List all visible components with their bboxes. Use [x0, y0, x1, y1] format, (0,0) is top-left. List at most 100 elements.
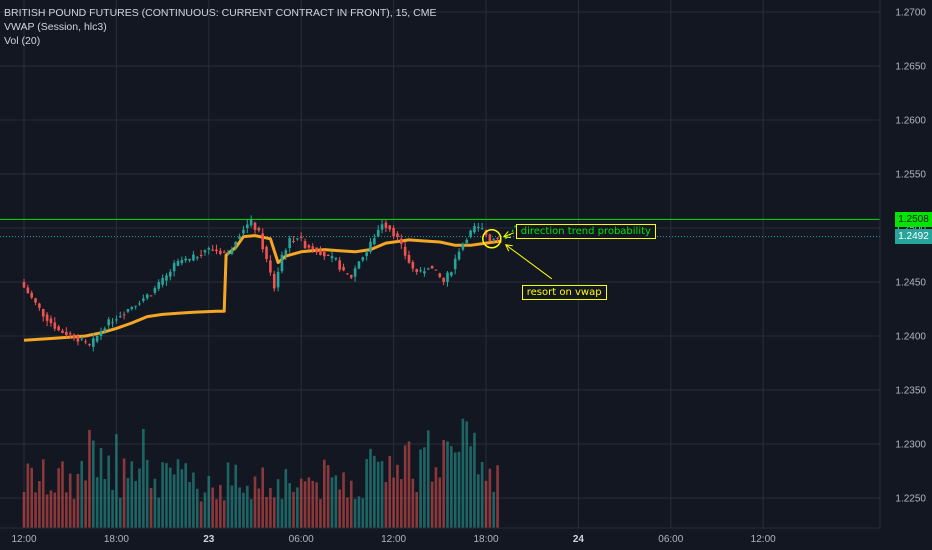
candle: [199, 249, 203, 259]
volume-bar: [426, 430, 430, 528]
candle: [407, 250, 411, 264]
candle: [496, 237, 499, 243]
candle-body: [426, 268, 430, 270]
candle-body: [80, 338, 84, 340]
volume-bar: [357, 496, 361, 528]
candle: [319, 246, 322, 256]
volume-bar: [288, 483, 291, 528]
candle-body: [403, 246, 407, 256]
candle: [446, 270, 449, 287]
volume-bar: [126, 478, 130, 528]
candle-body: [303, 240, 307, 249]
volume-bar: [172, 474, 176, 528]
candle: [80, 336, 84, 342]
candle-body: [188, 258, 191, 261]
candle-body: [473, 225, 476, 233]
volume-bar: [215, 499, 218, 528]
candle-body: [76, 336, 80, 342]
candle: [142, 294, 145, 303]
candle: [349, 274, 353, 280]
candle-body: [65, 331, 68, 335]
volume-bar: [296, 487, 299, 528]
candle: [249, 215, 253, 228]
candle-body: [130, 307, 134, 309]
candle-body: [122, 314, 126, 316]
volume-bar: [134, 480, 137, 528]
candle: [292, 236, 295, 244]
candle: [65, 327, 68, 338]
candle-body: [299, 236, 303, 238]
candle: [222, 249, 226, 253]
time-tick-label: 12:00: [751, 534, 776, 545]
volume-bar: [384, 482, 388, 528]
candle-body: [492, 238, 495, 240]
time-tick-label: 06:00: [658, 534, 683, 545]
candle: [330, 251, 334, 263]
candle-body: [207, 248, 211, 250]
chart-legend: BRITISH POUND FUTURES (CONTINUOUS: CURRE…: [4, 6, 436, 48]
volume-bar: [184, 463, 187, 528]
vwap-line: [23, 234, 502, 342]
volume-bar: [199, 501, 203, 528]
arrow-head-to-vwap: [502, 231, 511, 239]
annotation-direction-trend[interactable]: direction trend probability: [515, 223, 656, 239]
candle-body: [292, 240, 295, 242]
price-tag-resistance: 1.2508: [895, 211, 932, 227]
candle: [111, 317, 114, 328]
candle: [230, 246, 234, 256]
candle: [403, 242, 407, 260]
volume-bar: [442, 440, 445, 528]
candle: [457, 248, 461, 261]
annotation-resort-vwap[interactable]: resort on vwap: [521, 284, 607, 300]
legend-vol: Vol (20): [4, 35, 41, 47]
candle-body: [92, 338, 95, 347]
candle-body: [230, 248, 234, 254]
volume-bar: [246, 485, 249, 528]
candle-body: [95, 335, 99, 342]
legend-title: BRITISH POUND FUTURES (CONTINUOUS: CURRE…: [4, 7, 437, 19]
candle-body: [288, 238, 291, 248]
candle-body: [357, 261, 361, 269]
price-tick-label: 1.2300: [895, 440, 926, 451]
candle-body: [380, 224, 384, 230]
candle-body: [26, 287, 30, 294]
candle-body: [323, 251, 326, 257]
volume-bar: [107, 455, 110, 528]
volume-bar: [34, 492, 37, 528]
candle-body: [41, 309, 45, 317]
candle: [426, 267, 430, 270]
arrow-head-to-circle: [504, 244, 513, 252]
candle-body: [165, 275, 168, 281]
candle: [122, 311, 126, 320]
candle: [388, 225, 392, 232]
candle-body: [307, 245, 311, 248]
volume-bar: [219, 484, 222, 528]
volume-bar: [53, 492, 57, 528]
volume-bar: [142, 428, 145, 528]
volume-bar: [338, 489, 341, 528]
candle: [477, 222, 480, 232]
volume-bar: [157, 497, 161, 528]
volume-bar: [192, 472, 195, 528]
candle: [473, 222, 476, 234]
candle-body: [469, 230, 472, 237]
candle-body: [272, 273, 276, 289]
candle-body: [465, 239, 469, 244]
time-tick-label: 18:00: [473, 534, 498, 545]
candle-body: [103, 328, 107, 331]
candle-body: [142, 298, 145, 301]
candle-body: [145, 294, 149, 299]
candle-body: [296, 238, 299, 240]
candle-body: [280, 254, 284, 272]
candle-body: [477, 226, 480, 228]
price-tick-label: 1.2400: [895, 332, 926, 343]
candle: [276, 267, 280, 292]
candle-body: [419, 270, 422, 272]
price-tag-current: 1.2492: [895, 229, 932, 245]
volume-bar: [234, 464, 238, 528]
candle: [180, 256, 184, 266]
candle-body: [361, 257, 365, 261]
volume-bar: [457, 451, 461, 528]
candle-body: [253, 222, 257, 230]
